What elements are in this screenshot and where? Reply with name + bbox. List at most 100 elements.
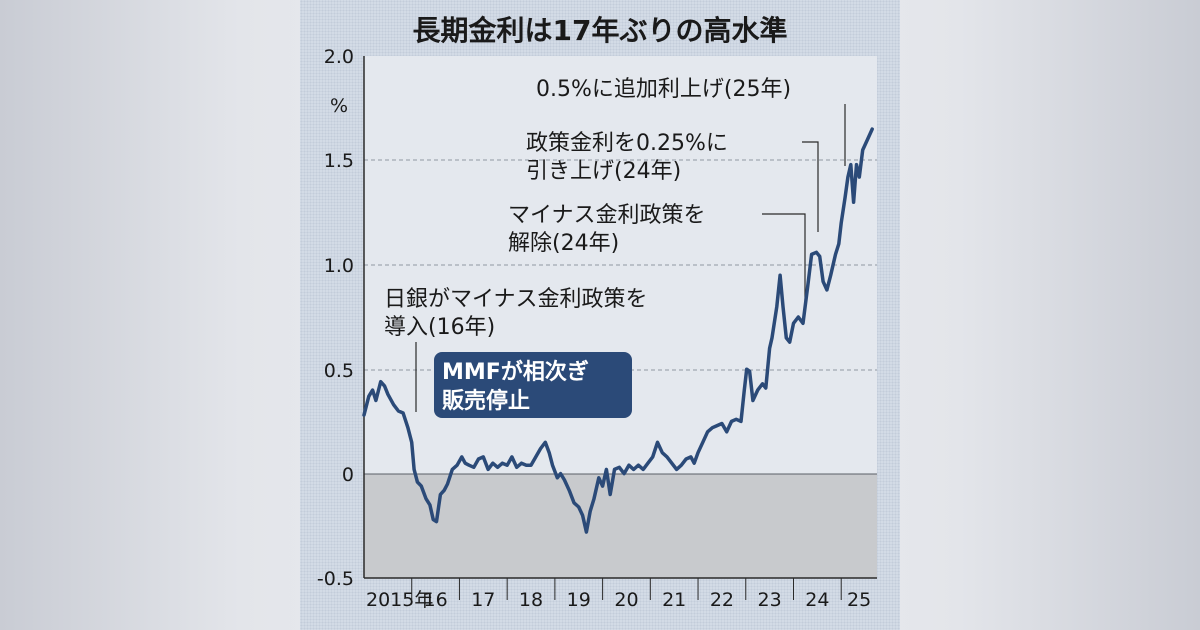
data-point — [568, 489, 570, 491]
data-point — [671, 462, 673, 464]
data-point — [746, 368, 748, 370]
chart-svg: 長期金利は17年ぶりの高水準 2.0 1.5 1.0 0.5 0 -0.5 % … — [317, 14, 877, 611]
data-point — [363, 414, 365, 416]
mmf-badge-line2: 販売停止 — [442, 388, 530, 414]
data-point — [834, 253, 837, 255]
data-point — [628, 464, 630, 466]
chart-panel: 長期金利は17年ぶりの高水準 2.0 1.5 1.0 0.5 0 -0.5 % … — [300, 0, 900, 630]
x-tick-label: 16 — [423, 589, 447, 611]
data-point — [726, 431, 728, 433]
data-point — [853, 201, 855, 203]
data-point — [387, 393, 389, 395]
data-point — [573, 502, 575, 504]
data-point — [593, 498, 595, 500]
data-point — [637, 464, 639, 466]
annotation-nirp-start-line2: 導入(16年) — [384, 315, 495, 340]
data-point — [402, 412, 404, 414]
x-tick-label: 20 — [614, 589, 638, 611]
data-point — [383, 385, 386, 387]
data-point — [618, 466, 620, 468]
x-tick-label: 18 — [519, 589, 543, 611]
data-point — [598, 477, 600, 479]
data-point — [506, 464, 508, 466]
data-point — [560, 473, 562, 475]
mmf-badge-line1: MMFが相次ぎ — [442, 359, 589, 385]
data-point — [697, 452, 699, 454]
data-point — [482, 456, 484, 458]
data-point — [779, 274, 781, 276]
data-point — [461, 456, 463, 458]
data-point — [789, 341, 791, 343]
data-point — [711, 427, 713, 429]
x-tick-label: 19 — [567, 589, 591, 611]
annotation-nirp-start-line1: 日銀がマイナス金利政策を — [384, 287, 648, 312]
data-point — [613, 468, 616, 470]
data-point — [393, 404, 395, 406]
data-point — [716, 425, 718, 427]
data-point — [468, 464, 470, 466]
data-point — [435, 521, 438, 523]
x-tick-label: 25 — [847, 589, 871, 611]
y-tick-labels: 2.0 1.5 1.0 0.5 0 -0.5 — [317, 46, 354, 590]
data-point — [797, 316, 799, 318]
data-point — [862, 149, 864, 151]
negative-zone — [364, 474, 877, 578]
data-point — [372, 389, 374, 391]
data-point — [690, 456, 692, 458]
data-point — [855, 164, 858, 166]
data-point — [602, 485, 604, 487]
data-point — [743, 389, 745, 391]
data-point — [749, 370, 751, 372]
data-point — [702, 441, 704, 443]
data-point — [838, 243, 840, 245]
data-point — [585, 531, 587, 533]
data-point — [464, 462, 466, 464]
data-point — [850, 164, 852, 166]
data-point — [765, 387, 767, 389]
data-point — [776, 306, 778, 308]
data-point — [551, 464, 554, 466]
data-point — [858, 176, 860, 178]
data-point — [680, 464, 682, 466]
data-point — [439, 493, 441, 496]
data-point — [676, 468, 678, 470]
annotation-nirp-end-line2: 解除(24年) — [508, 231, 619, 256]
data-point — [785, 337, 787, 339]
y-tick-label: 1.5 — [324, 150, 354, 172]
x-tick-label: 23 — [758, 589, 782, 611]
data-point — [721, 422, 723, 425]
data-point — [771, 337, 773, 339]
y-tick-label: 0 — [342, 464, 354, 486]
data-point — [520, 462, 523, 464]
x-tick-label: 24 — [805, 589, 829, 611]
data-point — [492, 462, 494, 464]
annotations: 0.5%に追加利上げ(25年) 政策金利を0.25%に 引き上げ(24年) マイ… — [384, 77, 846, 418]
data-point — [866, 138, 869, 141]
data-point — [416, 481, 418, 483]
x-tick-label: 17 — [471, 589, 495, 611]
data-point — [792, 322, 795, 324]
data-point — [642, 468, 644, 470]
data-point — [578, 506, 580, 508]
x-tick-label: 21 — [662, 589, 686, 611]
data-point — [609, 493, 611, 496]
data-point — [451, 468, 453, 470]
data-point — [525, 464, 527, 466]
data-point — [501, 462, 503, 464]
data-point — [380, 381, 382, 383]
leader-nirp-end — [762, 213, 806, 310]
data-point — [661, 452, 663, 454]
data-point — [815, 251, 818, 253]
mmf-badge: MMFが相次ぎ 販売停止 — [434, 352, 632, 418]
data-point — [420, 485, 422, 487]
data-point — [544, 441, 546, 443]
y-tick-label: -0.5 — [317, 568, 354, 590]
data-point — [807, 285, 809, 287]
y-tick-label: 0.5 — [324, 360, 354, 382]
data-point — [516, 466, 518, 468]
data-point — [563, 479, 565, 481]
data-point — [666, 456, 668, 458]
data-point — [375, 399, 377, 402]
y-tick-label: 1.0 — [324, 255, 354, 277]
